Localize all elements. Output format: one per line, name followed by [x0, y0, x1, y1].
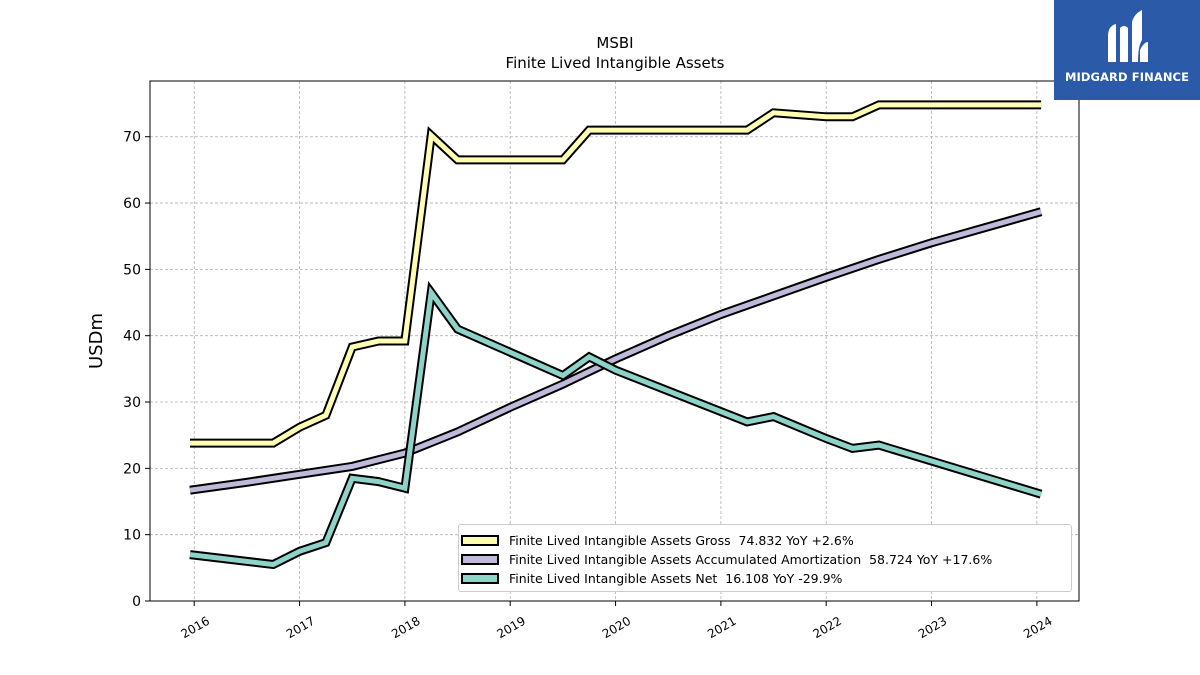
y-tick-label: 10 [123, 528, 141, 544]
legend-swatch-amortization [461, 553, 499, 565]
legend-swatch-gross [461, 534, 499, 546]
y-axis-label: USDm [86, 313, 107, 369]
legend-item-gross: Finite Lived Intangible Assets Gross 74.… [459, 531, 854, 549]
y-tick-label: 70 [123, 130, 141, 146]
y-tick-label: 50 [123, 262, 141, 278]
legend-label-gross: Finite Lived Intangible Assets Gross 74.… [509, 532, 854, 548]
y-tick-label: 20 [123, 461, 141, 477]
gridlines [150, 81, 1079, 601]
series-lines [189, 100, 1043, 570]
legend-label-amortization: Finite Lived Intangible Assets Accumulat… [509, 551, 993, 567]
legend-swatch-net [461, 572, 499, 584]
x-tick-label: 2020 [600, 614, 633, 641]
y-tick-label: 30 [123, 395, 141, 411]
legend-label-net: Finite Lived Intangible Assets Net 16.10… [509, 570, 843, 586]
series-line-gross [190, 102, 1042, 446]
x-tick-label: 2018 [389, 614, 422, 641]
x-tick-label: 2016 [179, 614, 212, 641]
y-tick-label: 40 [123, 329, 141, 345]
series-line-net [189, 286, 1042, 568]
chart-title: MSBI [596, 34, 633, 52]
x-tick-label: 2023 [916, 614, 949, 641]
x-tick-label: 2019 [494, 614, 527, 641]
y-tick-label: 0 [132, 594, 141, 610]
legend-item-amortization: Finite Lived Intangible Assets Accumulat… [459, 550, 992, 568]
chart-legend: Finite Lived Intangible Assets Gross 74.… [458, 524, 1072, 592]
midgard-finance-logo: MIDGARD FINANCE [1054, 0, 1200, 100]
series-line-amortization [189, 209, 1042, 493]
plot-frame [149, 80, 1080, 602]
x-tick-label: 2022 [810, 614, 843, 641]
midgard-logo-icon [1108, 10, 1148, 62]
x-tick-label: 2021 [705, 614, 738, 641]
y-tick-label: 60 [123, 196, 141, 212]
chart-subtitle: Finite Lived Intangible Assets [506, 54, 725, 72]
x-tick-label: 2024 [1021, 614, 1054, 641]
logo-text: MIDGARD FINANCE [1064, 70, 1190, 84]
legend-item-net: Finite Lived Intangible Assets Net 16.10… [459, 569, 842, 587]
x-tick-label: 2017 [284, 614, 317, 641]
